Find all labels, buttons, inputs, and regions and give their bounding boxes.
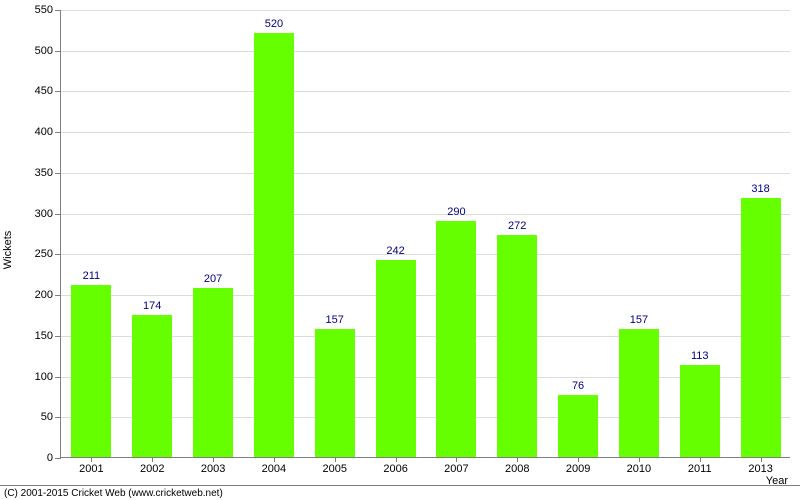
bar: 113 (680, 365, 720, 457)
gridline (61, 91, 790, 92)
gridline (61, 254, 790, 255)
x-tick-label: 2004 (262, 463, 286, 475)
x-tick-label: 2013 (748, 463, 772, 475)
bar: 242 (376, 260, 416, 457)
bar-value-label: 520 (265, 18, 283, 30)
x-tick (456, 457, 457, 462)
x-tick-label: 2009 (566, 463, 590, 475)
bar: 520 (254, 33, 294, 457)
footer-divider (0, 485, 800, 486)
bar-value-label: 157 (326, 314, 344, 326)
bar-value-label: 318 (751, 183, 769, 195)
bar: 76 (558, 395, 598, 457)
gridline (61, 51, 790, 52)
gridline (61, 295, 790, 296)
bar: 290 (436, 221, 476, 457)
x-tick (578, 457, 579, 462)
bar: 272 (497, 235, 537, 457)
bar: 157 (619, 329, 659, 457)
x-tick (517, 457, 518, 462)
y-tick-label: 0 (47, 452, 61, 464)
bar: 157 (315, 329, 355, 457)
x-tick-label: 2005 (323, 463, 347, 475)
y-tick-label: 350 (35, 167, 61, 179)
x-tick (639, 457, 640, 462)
bar-value-label: 76 (572, 380, 584, 392)
y-tick-label: 550 (35, 4, 61, 16)
x-tick (396, 457, 397, 462)
bar: 318 (741, 198, 781, 457)
x-tick (152, 457, 153, 462)
y-tick-label: 500 (35, 45, 61, 57)
bar-value-label: 113 (691, 350, 709, 362)
x-tick-label: 2001 (79, 463, 103, 475)
x-tick-label: 2002 (140, 463, 164, 475)
x-tick-label: 2007 (444, 463, 468, 475)
x-tick (761, 457, 762, 462)
bar-value-label: 211 (83, 270, 101, 282)
bar-value-label: 272 (508, 220, 526, 232)
bar-value-label: 242 (386, 245, 404, 257)
plot-inner: 0501001502002503003504004505005502112001… (61, 10, 790, 457)
x-tick-label: 2010 (627, 463, 651, 475)
x-tick (335, 457, 336, 462)
gridline (61, 173, 790, 174)
bar-value-label: 174 (143, 300, 161, 312)
bar: 207 (193, 288, 233, 457)
bar-value-label: 157 (630, 314, 648, 326)
y-tick-label: 150 (35, 330, 61, 342)
bar: 211 (71, 285, 111, 457)
x-tick (274, 457, 275, 462)
footer-copyright: (C) 2001-2015 Cricket Web (www.cricketwe… (4, 488, 223, 499)
y-tick-label: 50 (41, 411, 61, 423)
x-tick-label: 2003 (201, 463, 225, 475)
gridline (61, 10, 790, 11)
x-tick-label: 2006 (383, 463, 407, 475)
chart-figure: Wickets 05010015020025030035040045050055… (0, 0, 800, 500)
y-tick-label: 400 (35, 126, 61, 138)
y-tick-label: 250 (35, 248, 61, 260)
y-tick-label: 100 (35, 371, 61, 383)
y-tick-label: 450 (35, 85, 61, 97)
gridline (61, 132, 790, 133)
bar-value-label: 290 (447, 206, 465, 218)
x-tick (213, 457, 214, 462)
gridline (61, 214, 790, 215)
bar-value-label: 207 (204, 273, 222, 285)
x-tick-label: 2011 (688, 463, 712, 475)
y-tick-label: 300 (35, 208, 61, 220)
plot-area: 0501001502002503003504004505005502112001… (60, 10, 790, 458)
bar: 174 (132, 315, 172, 457)
y-axis-label: Wickets (2, 231, 14, 270)
x-tick (91, 457, 92, 462)
y-tick-label: 200 (35, 289, 61, 301)
x-tick-label: 2008 (505, 463, 529, 475)
x-tick (700, 457, 701, 462)
